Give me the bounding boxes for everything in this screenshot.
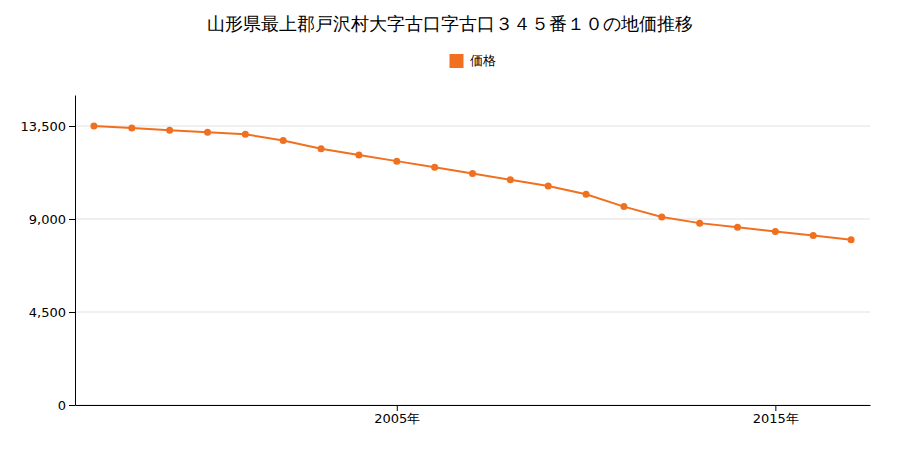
- point: [393, 158, 400, 165]
- plot-area: 2005年 2015年 0 4,500 9,000 13,500: [21, 96, 871, 427]
- grid-line: [75, 219, 870, 220]
- point: [620, 203, 627, 210]
- y-axis: 0 4,500 9,000 13,500: [21, 96, 76, 413]
- x-tick-mark: [397, 405, 398, 411]
- point: [280, 137, 287, 144]
- marks: [90, 123, 854, 244]
- point: [318, 145, 325, 152]
- x-tick: 2015年: [753, 405, 799, 426]
- point: [848, 236, 855, 243]
- point: [166, 127, 173, 134]
- y-tick: 4,500: [29, 305, 75, 320]
- y-tick: 13,500: [21, 119, 76, 134]
- point: [242, 131, 249, 138]
- y-tick-label: 4,500: [29, 305, 66, 320]
- point: [545, 182, 552, 189]
- y-tick-label: 0: [58, 398, 66, 413]
- y-tick-mark: [69, 405, 75, 406]
- point: [507, 176, 514, 183]
- legend-label: 価格: [470, 53, 496, 68]
- y-tick-label: 9,000: [29, 212, 66, 227]
- point: [696, 220, 703, 227]
- point: [431, 164, 438, 171]
- point: [772, 228, 779, 235]
- x-axis: 2005年 2015年: [76, 405, 871, 426]
- grid-line: [75, 126, 870, 127]
- point: [583, 191, 590, 198]
- chart-svg: 2005年 2015年 0 4,500 9,000 13,500 山形県最上郡戸沢村大字古口…: [0, 0, 900, 450]
- y-tick-label: 13,500: [21, 119, 67, 134]
- grid: [75, 126, 870, 405]
- point: [810, 232, 817, 239]
- point: [128, 125, 135, 132]
- y-tick-mark: [69, 312, 75, 313]
- x-tick-label: 2005年: [374, 411, 420, 426]
- y-tick-mark: [69, 126, 75, 127]
- point: [469, 170, 476, 177]
- y-tick: 9,000: [29, 212, 75, 227]
- point: [204, 129, 211, 136]
- grid-line: [75, 405, 870, 406]
- x-tick-label: 2015年: [753, 411, 799, 426]
- line: [94, 126, 851, 240]
- chart-container: 2005年 2015年 0 4,500 9,000 13,500 山形県最上郡戸沢村大字古口…: [0, 0, 900, 450]
- point: [90, 123, 97, 130]
- y-tick-mark: [69, 219, 75, 220]
- legend-item: 価格: [450, 53, 496, 68]
- x-tick-mark: [775, 405, 776, 411]
- y-tick: 0: [58, 398, 75, 413]
- grid-line: [75, 312, 870, 313]
- axis-line: [76, 405, 871, 406]
- point: [734, 224, 741, 231]
- legend-swatch: [450, 54, 464, 68]
- point: [355, 151, 362, 158]
- x-tick: 2005年: [374, 405, 420, 426]
- title: 山形県最上郡戸沢村大字古口字古口３４５番１０の地価推移: [207, 13, 693, 34]
- legend: 価格: [450, 53, 496, 68]
- axis-line: [75, 96, 76, 406]
- point: [658, 213, 665, 220]
